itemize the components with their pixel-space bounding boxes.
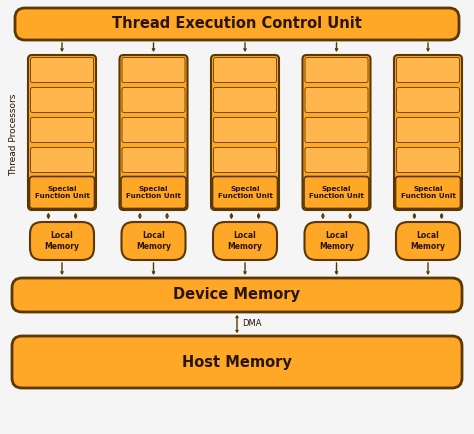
FancyBboxPatch shape (119, 55, 188, 210)
FancyBboxPatch shape (305, 148, 368, 172)
Text: Local
Memory: Local Memory (136, 231, 171, 251)
FancyBboxPatch shape (15, 8, 459, 40)
Text: DMA: DMA (242, 319, 262, 329)
Text: Local
Memory: Local Memory (410, 231, 446, 251)
FancyBboxPatch shape (394, 55, 462, 210)
FancyBboxPatch shape (304, 222, 368, 260)
FancyBboxPatch shape (121, 177, 186, 208)
FancyBboxPatch shape (396, 148, 459, 172)
FancyBboxPatch shape (30, 222, 94, 260)
FancyBboxPatch shape (305, 57, 368, 82)
Text: Local
Memory: Local Memory (228, 231, 263, 251)
FancyBboxPatch shape (302, 55, 371, 210)
FancyBboxPatch shape (305, 88, 368, 112)
Text: Local
Memory: Local Memory (319, 231, 354, 251)
Text: Thread Execution Control Unit: Thread Execution Control Unit (112, 16, 362, 32)
FancyBboxPatch shape (122, 118, 185, 142)
FancyBboxPatch shape (30, 118, 93, 142)
FancyBboxPatch shape (305, 118, 368, 142)
FancyBboxPatch shape (212, 177, 277, 208)
Text: Local
Memory: Local Memory (45, 231, 80, 251)
FancyBboxPatch shape (211, 55, 279, 210)
Text: Thread Processors: Thread Processors (9, 94, 18, 176)
FancyBboxPatch shape (213, 118, 276, 142)
FancyBboxPatch shape (12, 336, 462, 388)
FancyBboxPatch shape (122, 148, 185, 172)
FancyBboxPatch shape (396, 222, 460, 260)
FancyBboxPatch shape (30, 148, 93, 172)
FancyBboxPatch shape (122, 88, 185, 112)
FancyBboxPatch shape (396, 88, 459, 112)
Text: Device Memory: Device Memory (173, 287, 301, 302)
Text: Special
Function Unit: Special Function Unit (218, 186, 273, 199)
FancyBboxPatch shape (30, 88, 93, 112)
FancyBboxPatch shape (28, 55, 96, 210)
FancyBboxPatch shape (30, 57, 93, 82)
FancyBboxPatch shape (121, 222, 185, 260)
FancyBboxPatch shape (213, 57, 276, 82)
Text: Special
Function Unit: Special Function Unit (35, 186, 90, 199)
FancyBboxPatch shape (395, 177, 461, 208)
FancyBboxPatch shape (12, 278, 462, 312)
FancyBboxPatch shape (213, 88, 276, 112)
Text: Special
Function Unit: Special Function Unit (309, 186, 364, 199)
FancyBboxPatch shape (213, 148, 276, 172)
FancyBboxPatch shape (396, 118, 459, 142)
Text: Special
Function Unit: Special Function Unit (126, 186, 181, 199)
FancyBboxPatch shape (304, 177, 369, 208)
FancyBboxPatch shape (122, 57, 185, 82)
Text: Host Memory: Host Memory (182, 355, 292, 369)
FancyBboxPatch shape (29, 177, 94, 208)
FancyBboxPatch shape (213, 222, 277, 260)
Text: Special
Function Unit: Special Function Unit (401, 186, 456, 199)
FancyBboxPatch shape (396, 57, 459, 82)
